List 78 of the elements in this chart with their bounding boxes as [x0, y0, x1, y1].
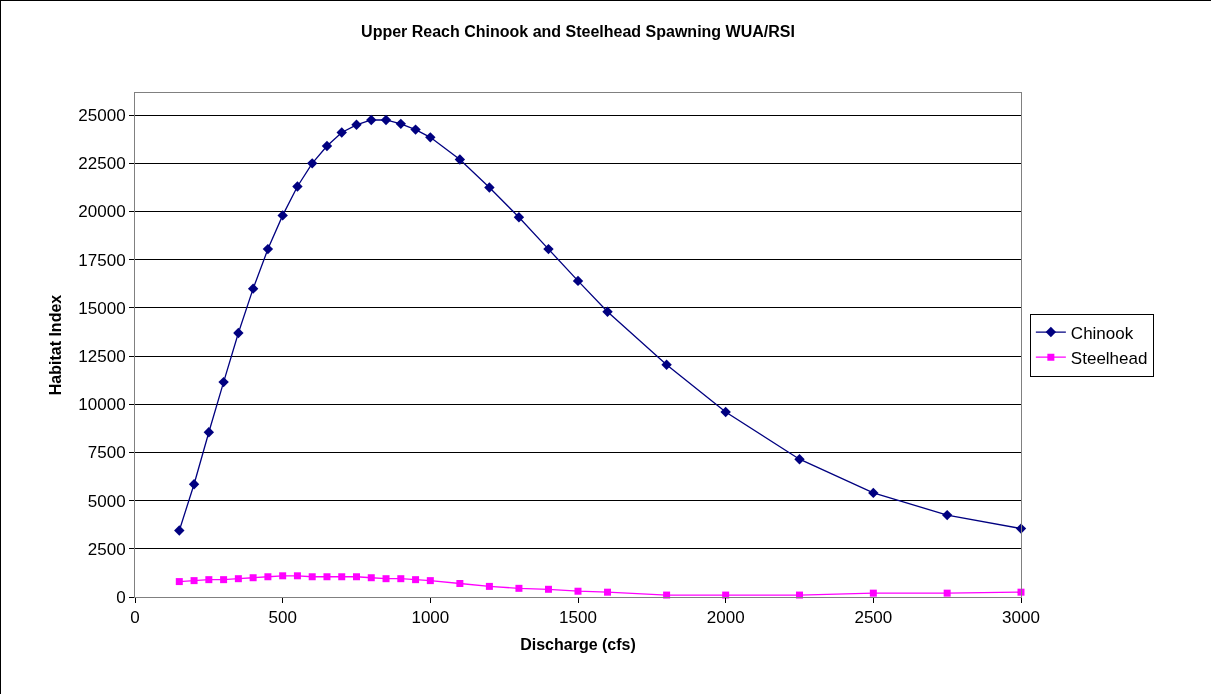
x-tick-label: 2500	[854, 608, 893, 628]
point	[868, 487, 879, 499]
point	[190, 577, 198, 585]
point	[336, 127, 347, 138]
point	[382, 575, 390, 583]
point	[175, 578, 183, 586]
point	[794, 454, 805, 465]
point	[513, 212, 525, 223]
point	[544, 585, 552, 593]
y-tick-label: 12500	[78, 347, 126, 367]
point	[515, 584, 523, 592]
point	[484, 182, 495, 193]
point	[720, 406, 731, 418]
y-tick-label: 0	[116, 587, 126, 607]
point	[869, 589, 877, 597]
y-axis-title: Habitat Index	[47, 294, 65, 396]
y-tick-label: 7500	[87, 443, 126, 463]
point	[321, 140, 333, 152]
point	[220, 576, 228, 584]
point	[425, 132, 436, 143]
x-tick-label: 3000	[1002, 608, 1040, 628]
x-axis-title: Discharge (cfs)	[520, 636, 636, 654]
point	[543, 243, 554, 255]
y-tick-label: 25000	[78, 106, 126, 126]
point	[941, 509, 953, 521]
point	[262, 243, 274, 255]
point	[308, 573, 316, 581]
x-tick-label: 1000	[411, 608, 450, 628]
x-tick-label: 500	[268, 608, 297, 628]
point	[351, 119, 362, 130]
point	[574, 587, 582, 595]
y-tick-label: 15000	[78, 298, 126, 318]
point	[456, 580, 464, 588]
y-tick-label: 20000	[78, 202, 126, 222]
point	[292, 181, 303, 192]
point	[353, 573, 360, 581]
point	[233, 327, 244, 339]
y-tick-label: 2500	[87, 539, 126, 559]
x-tick-label: 1500	[559, 608, 597, 628]
point	[943, 589, 951, 597]
point	[188, 479, 200, 490]
point	[661, 359, 672, 370]
y-tick-label: 17500	[78, 250, 126, 270]
chart-title: Upper Reach Chinook and Steelhead Spawning WUA/RSI	[361, 22, 795, 40]
point	[454, 154, 466, 165]
x-tick-label: 0	[130, 608, 140, 628]
point	[602, 306, 613, 317]
y-tick-label: 22500	[78, 154, 126, 174]
point	[395, 118, 406, 130]
point	[412, 576, 420, 584]
point	[249, 574, 257, 582]
point	[380, 114, 392, 126]
point	[410, 124, 421, 135]
x-tick-label: 2000	[706, 608, 745, 628]
point	[174, 525, 185, 536]
point	[264, 573, 272, 581]
point	[572, 275, 584, 287]
y-tick-label: 10000	[78, 395, 126, 415]
point	[293, 572, 301, 580]
point	[203, 427, 215, 438]
point	[205, 576, 213, 584]
point	[307, 158, 318, 169]
point	[367, 574, 375, 582]
point	[604, 588, 612, 596]
point	[426, 577, 434, 585]
point	[323, 573, 331, 581]
point	[277, 210, 288, 221]
point	[397, 575, 405, 583]
point	[338, 573, 346, 581]
point	[234, 575, 242, 583]
point	[485, 582, 493, 590]
point	[279, 572, 287, 580]
legend-label: Steelhead	[1070, 348, 1148, 368]
y-tick-label: 5000	[87, 491, 126, 511]
point	[247, 283, 259, 294]
point	[218, 376, 229, 388]
point	[366, 114, 377, 126]
legend-label: Chinook	[1070, 323, 1134, 343]
